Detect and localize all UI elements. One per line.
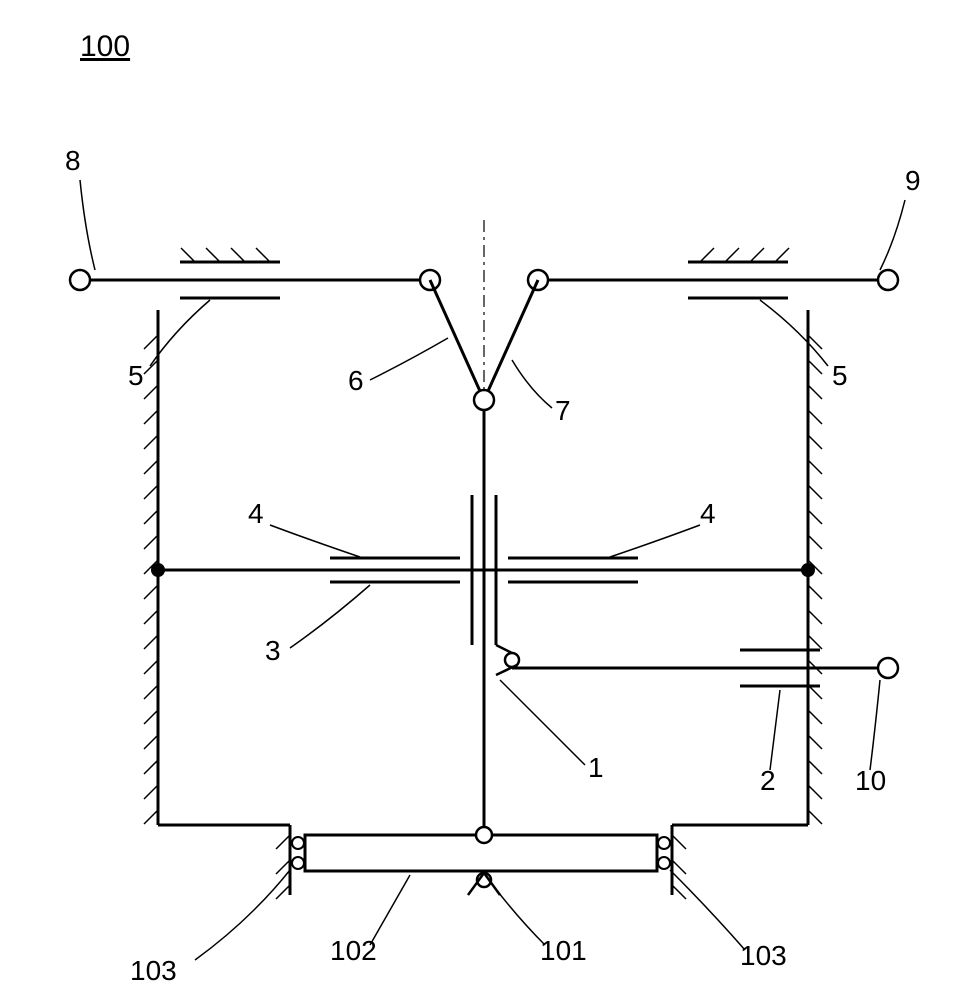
mid-shaft-left-dot [151,563,165,577]
link-7 [484,280,538,400]
label-1: 1 [588,752,604,784]
mechanical-diagram [0,0,968,1000]
shaft-10-end [878,658,898,678]
bottom-inner-left-hatch [276,835,290,899]
right-wall-hatch [808,335,822,824]
label-4-left: 4 [248,498,264,530]
label-5-right: 5 [832,360,848,392]
bearing-5-right [688,248,789,298]
label-102: 102 [330,935,377,967]
label-10: 10 [855,765,886,797]
label-7: 7 [555,395,571,427]
label-4-right: 4 [700,498,716,530]
roller-103-right [658,837,670,869]
pivot-101 [468,873,500,895]
bottom-inner-right-hatch [672,835,686,899]
label-101: 101 [540,935,587,967]
mid-shaft-right-dot [801,563,815,577]
label-3: 3 [265,635,281,667]
bearing-5-left [180,248,280,298]
input-shaft-pivot [496,645,519,675]
diagram-svg [0,0,968,1000]
label-2: 2 [760,765,776,797]
label-103-left: 103 [130,955,177,987]
label-9: 9 [905,165,921,197]
label-8: 8 [65,145,81,177]
diagram-title: 100 [80,30,130,64]
central-shaft-bottom-joint [476,827,492,843]
label-103-right: 103 [740,940,787,972]
shaft-8-end [70,270,90,290]
link-6 [430,280,484,400]
label-6: 6 [348,365,364,397]
left-wall-hatch [144,335,158,824]
v-vertex-joint [474,390,494,410]
roller-103-left [292,837,304,869]
label-5-left: 5 [128,360,144,392]
shaft-9-end [878,270,898,290]
